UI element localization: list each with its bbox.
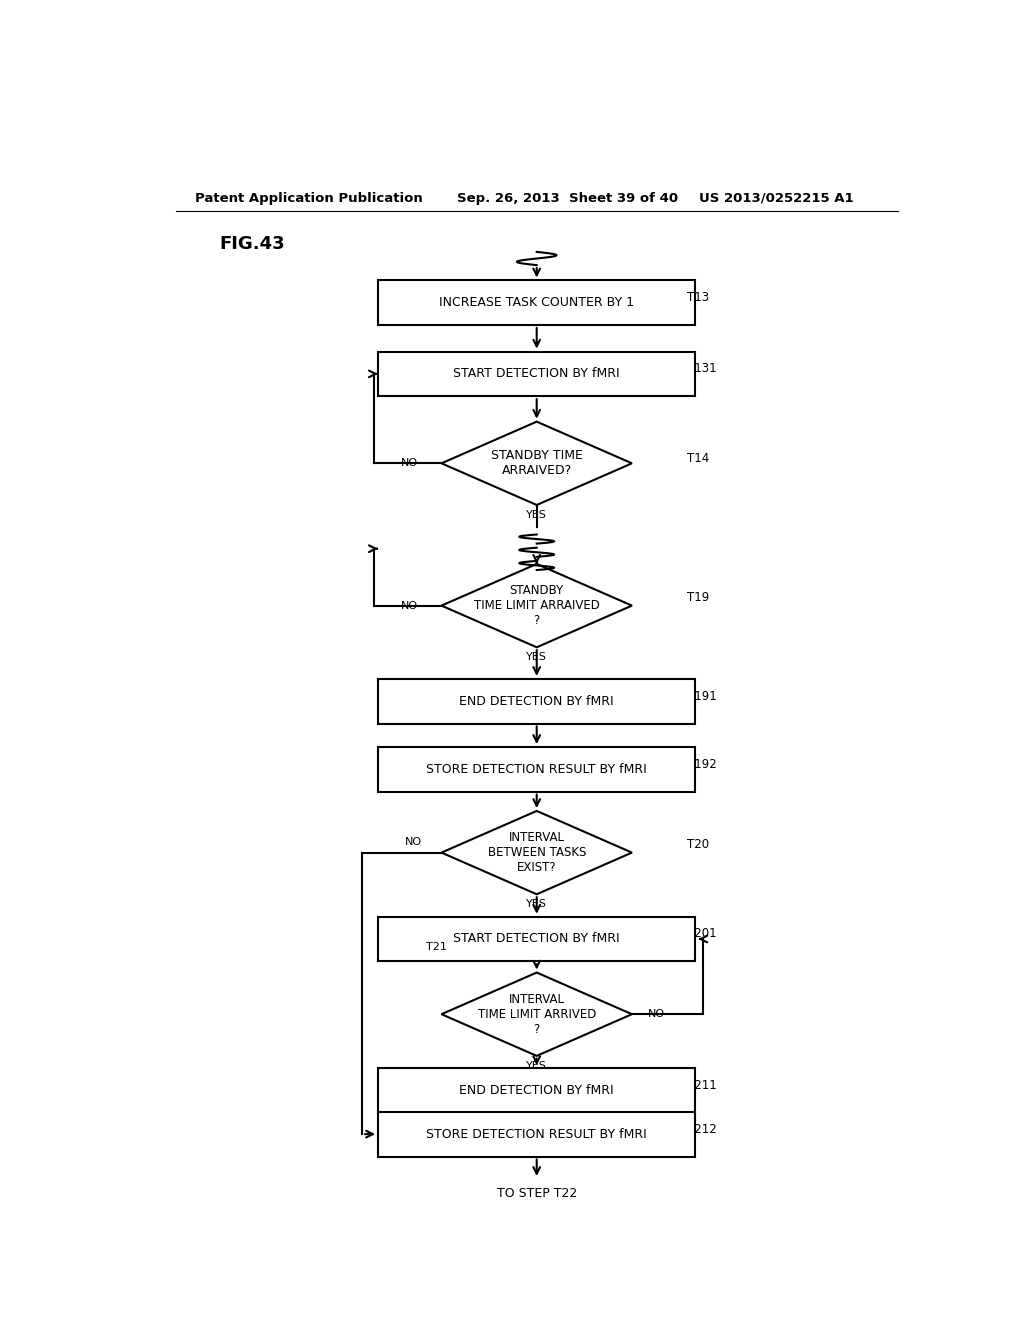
Polygon shape [441,973,632,1056]
Text: T21: T21 [426,942,446,952]
Text: FIG.43: FIG.43 [219,235,285,252]
Text: T191: T191 [687,689,717,702]
Text: YES: YES [526,1061,547,1071]
Text: T20: T20 [687,838,710,851]
Text: INTERVAL
TIME LIMIT ARRIVED
?: INTERVAL TIME LIMIT ARRIVED ? [477,993,596,1036]
Text: T14: T14 [687,451,710,465]
Text: NO: NO [404,837,422,847]
Text: STANDBY
TIME LIMIT ARRAIVED
?: STANDBY TIME LIMIT ARRAIVED ? [474,585,600,627]
Text: INTERVAL
BETWEEN TASKS
EXIST?: INTERVAL BETWEEN TASKS EXIST? [487,832,586,874]
Text: TO STEP T22: TO STEP T22 [497,1187,577,1200]
Text: Patent Application Publication: Patent Application Publication [196,191,423,205]
Text: T13: T13 [687,292,710,304]
Bar [378,747,695,792]
Bar [378,916,695,961]
Text: NO: NO [400,458,418,469]
Bar [378,280,695,325]
Text: END DETECTION BY fMRI: END DETECTION BY fMRI [460,1084,614,1097]
Text: INCREASE TASK COUNTER BY 1: INCREASE TASK COUNTER BY 1 [439,296,634,309]
Text: NO: NO [648,1010,665,1019]
Text: STORE DETECTION RESULT BY fMRI: STORE DETECTION RESULT BY fMRI [426,1127,647,1140]
Bar [378,678,695,723]
Polygon shape [441,564,632,647]
Text: T212: T212 [687,1122,717,1135]
Text: START DETECTION BY fMRI: START DETECTION BY fMRI [454,932,620,945]
Bar [378,1111,695,1156]
Text: T201: T201 [687,928,717,940]
Text: STANDBY TIME
ARRAIVED?: STANDBY TIME ARRAIVED? [490,449,583,478]
Text: START DETECTION BY fMRI: START DETECTION BY fMRI [454,367,620,380]
Text: US 2013/0252215 A1: US 2013/0252215 A1 [699,191,854,205]
Text: END DETECTION BY fMRI: END DETECTION BY fMRI [460,694,614,708]
Text: YES: YES [526,652,547,663]
Polygon shape [441,810,632,894]
Bar [378,1068,695,1113]
Polygon shape [441,421,632,506]
Text: T19: T19 [687,591,710,605]
Text: NO: NO [400,601,418,611]
Text: YES: YES [526,899,547,909]
Text: STORE DETECTION RESULT BY fMRI: STORE DETECTION RESULT BY fMRI [426,763,647,776]
Bar [378,351,695,396]
Text: T211: T211 [687,1078,717,1092]
Text: T192: T192 [687,758,717,771]
Text: YES: YES [526,510,547,520]
Text: T131: T131 [687,362,717,375]
Text: Sep. 26, 2013  Sheet 39 of 40: Sep. 26, 2013 Sheet 39 of 40 [458,191,679,205]
